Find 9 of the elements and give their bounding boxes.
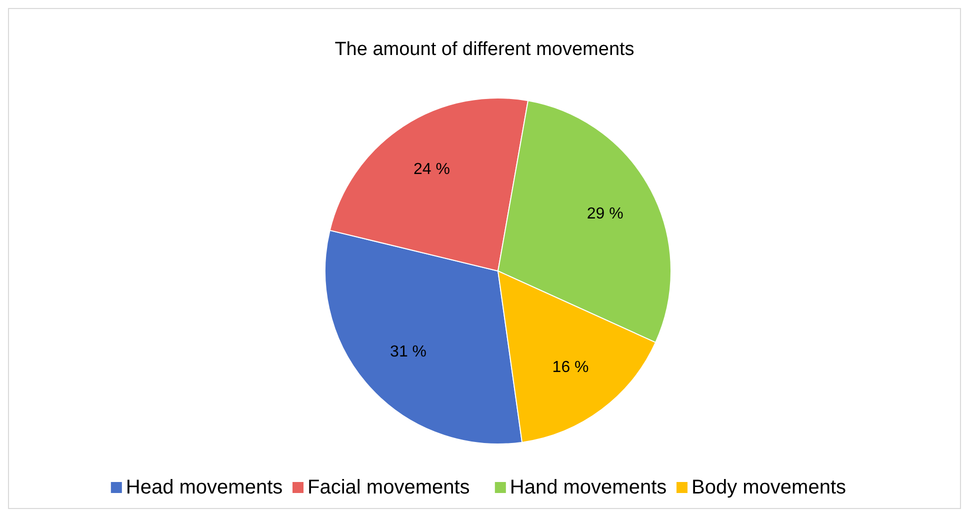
data-label: 24 %: [413, 160, 450, 178]
legend-label: Body movements: [692, 476, 846, 498]
data-label: 31 %: [390, 344, 427, 361]
data-label: 16 %: [552, 359, 589, 376]
legend-label: Hand movements: [510, 476, 667, 498]
legend-label: Facial movements: [308, 476, 470, 498]
legend-label: Head movements: [126, 476, 283, 498]
data-label: 29 %: [586, 206, 624, 223]
chart-title: The amount of different movements: [334, 39, 634, 60]
